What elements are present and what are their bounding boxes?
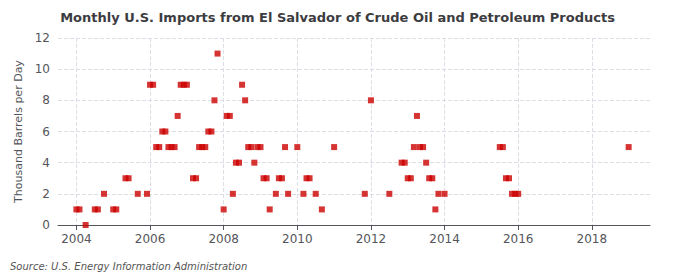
svg-text:2018: 2018 (577, 232, 608, 246)
svg-text:2012: 2012 (356, 232, 387, 246)
svg-text:2: 2 (42, 187, 50, 201)
svg-text:0: 0 (42, 218, 50, 232)
svg-text:2004: 2004 (61, 232, 92, 246)
svg-text:Thousand Barrels per Day: Thousand Barrels per Day (12, 60, 25, 204)
svg-text:2016: 2016 (503, 232, 534, 246)
svg-text:Monthly U.S. Imports from El S: Monthly U.S. Imports from El Salvador of… (60, 10, 615, 25)
svg-text:2006: 2006 (135, 232, 166, 246)
svg-text:10: 10 (35, 62, 50, 76)
svg-text:6: 6 (42, 125, 50, 139)
svg-text:2008: 2008 (208, 232, 239, 246)
svg-text:12: 12 (35, 31, 50, 45)
svg-text:2010: 2010 (282, 232, 313, 246)
svg-text:8: 8 (42, 93, 50, 107)
svg-text:Source: U.S. Energy Informatio: Source: U.S. Energy Information Administ… (10, 261, 247, 272)
svg-text:4: 4 (42, 156, 50, 170)
svg-text:2014: 2014 (429, 232, 460, 246)
